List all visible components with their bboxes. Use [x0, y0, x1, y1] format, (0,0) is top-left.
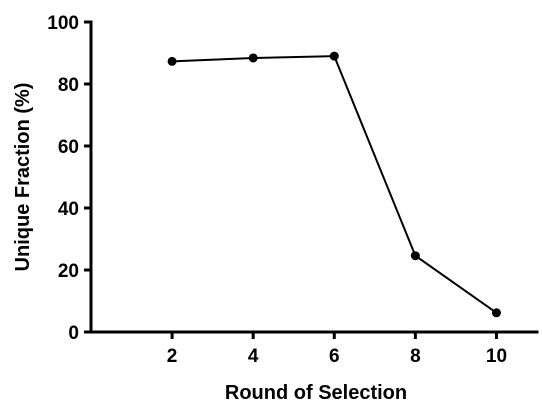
x-tick-label: 4 — [248, 346, 259, 367]
data-point — [329, 51, 339, 61]
data-point — [491, 308, 501, 318]
axes: 0 20 40 60 80 100 2 4 6 8 10 — [47, 13, 539, 367]
y-tick-label: 80 — [58, 75, 79, 96]
series-line — [172, 55, 498, 314]
data-point — [167, 56, 177, 66]
y-tick-label: 100 — [47, 13, 79, 34]
x-axis-title: Round of Selection — [225, 382, 407, 404]
x-tick-label: 8 — [410, 346, 421, 367]
y-tick-label: 0 — [68, 323, 79, 344]
y-tick-label: 20 — [58, 261, 79, 282]
plot-area — [167, 51, 501, 318]
x-tick-label: 2 — [167, 346, 178, 367]
y-tick-label: 40 — [58, 199, 79, 220]
data-point — [410, 251, 420, 261]
x-tick-label: 6 — [329, 346, 340, 367]
y-tick-label: 60 — [58, 137, 79, 158]
x-tick-label: 10 — [486, 346, 507, 367]
data-point — [248, 53, 258, 63]
y-axis-title: Unique Fraction (%) — [12, 83, 34, 272]
